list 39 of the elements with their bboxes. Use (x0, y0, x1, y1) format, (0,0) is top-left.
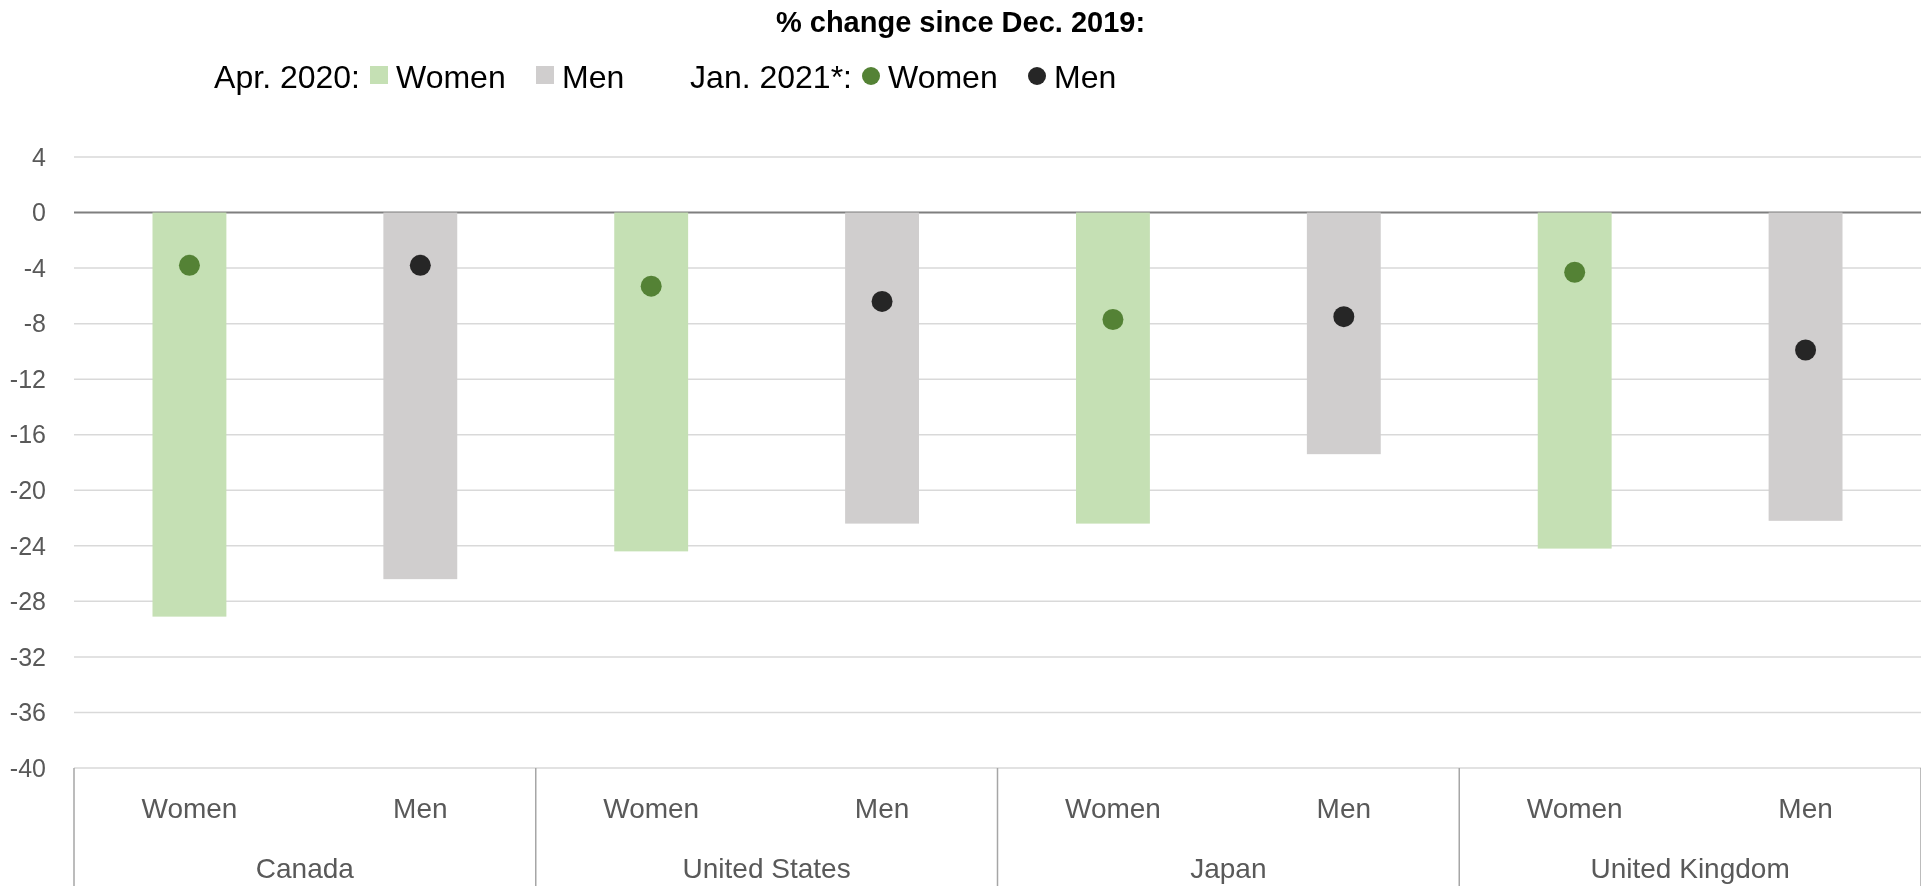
y-tick-label: -28 (9, 587, 46, 616)
text: United States (682, 853, 851, 884)
text: Canada (255, 853, 355, 884)
point (178, 254, 200, 276)
point (1102, 308, 1124, 330)
x-tick-label: Women (1064, 793, 1161, 824)
x-tick-label: Men (1778, 793, 1833, 824)
y-tick-label: 4 (32, 142, 47, 171)
y-tick-label: 0 (32, 198, 46, 227)
x-tick-label: Women (603, 793, 700, 824)
legend-label: Women (888, 59, 998, 95)
y-tick-label: -16 (9, 420, 46, 449)
x-tick-label: Women (141, 793, 238, 824)
legend-label: Men (1054, 59, 1117, 95)
legend-label: Men (562, 59, 625, 95)
point (1795, 339, 1817, 361)
point (409, 254, 431, 276)
chart-title: % change since Dec. 2019: (775, 6, 1146, 38)
x-tick-label: Men (393, 793, 448, 824)
y-tick-label: -12 (9, 364, 46, 393)
y-tick-label: -36 (9, 698, 46, 727)
point (640, 275, 662, 297)
text: Japan (1190, 853, 1267, 884)
x-tick-label: Men (854, 793, 910, 824)
text: United Kingdom (1590, 853, 1790, 884)
point (871, 290, 893, 312)
y-tick-label: -32 (9, 642, 46, 671)
y-tick-label: -40 (9, 753, 46, 782)
y-tick-label: -4 (23, 253, 47, 282)
point (1333, 306, 1355, 328)
y-tick-label: -8 (23, 309, 46, 338)
text: Jan. 2021*: (690, 59, 852, 95)
x-tick-label: Men (1316, 793, 1372, 824)
x-tick-label: Women (1526, 793, 1623, 824)
text: Apr. 2020: (214, 59, 360, 95)
y-tick-label: -24 (9, 531, 47, 560)
legend-label: Women (396, 59, 506, 95)
y-tick-label: -20 (9, 476, 46, 505)
point (1564, 261, 1586, 283)
